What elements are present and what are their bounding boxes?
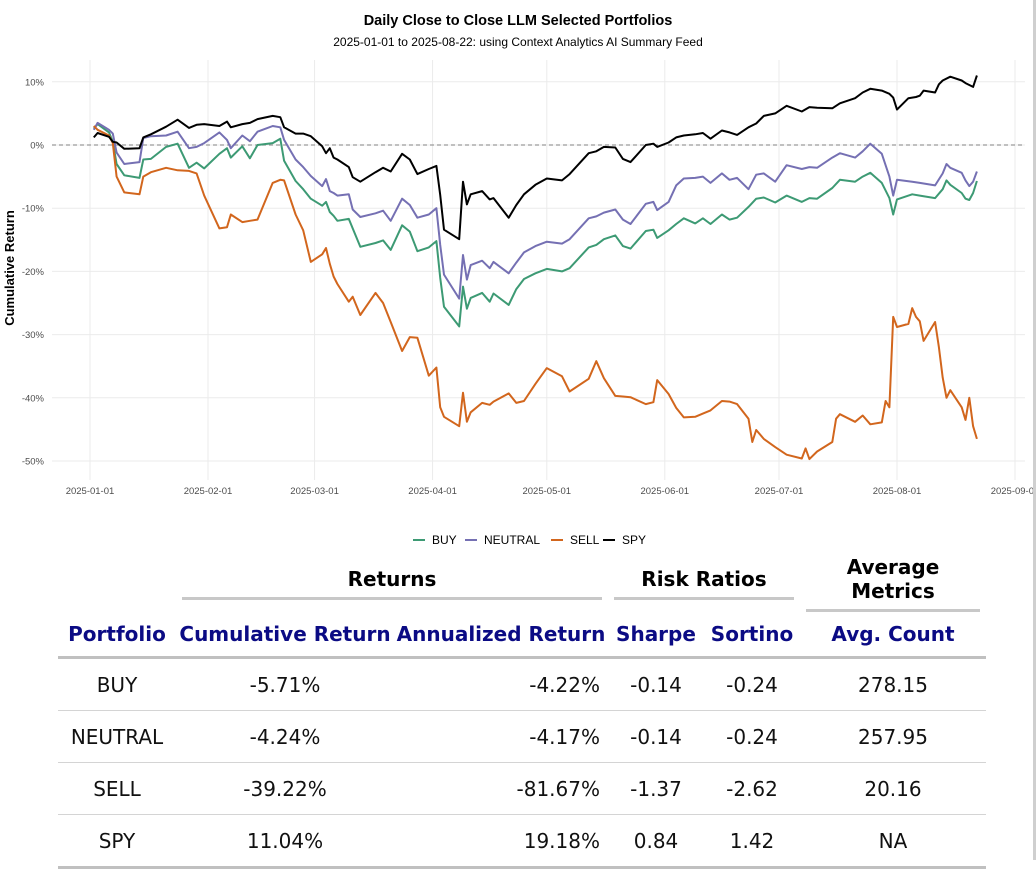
y-tick-label: -40% [22, 393, 45, 404]
series-line-sell [93, 125, 978, 461]
x-tick-label: 2025-09-01 [991, 486, 1033, 497]
y-tick-label: 10% [25, 77, 45, 88]
cell-sortino: -2.62 [704, 762, 800, 815]
y-tick-label: -20% [22, 267, 45, 278]
y-axis-label: Cumulative Return [2, 210, 17, 326]
legend-label: SELL [570, 533, 600, 547]
x-tick-label: 2025-06-01 [640, 486, 689, 497]
spanner-risk-ratios: Risk Ratios [608, 555, 800, 612]
legend-label: SPY [622, 533, 646, 547]
col-header-avg-count: Avg. Count [800, 612, 986, 659]
series-line-neutral [92, 121, 978, 300]
cumulative-return-chart: 10%0%-10%-20%-30%-40%-50% 2025-01-01 2025… [2, 60, 1033, 547]
spanner-returns: Returns [176, 555, 608, 612]
cell-cumulative-return: -5.71% [176, 657, 394, 711]
col-header-sortino: Sortino [704, 612, 800, 659]
spanner-row: Returns Risk Ratios Average Metrics [58, 555, 986, 612]
cell-avg-count: 20.16 [800, 762, 986, 815]
col-header-sharpe: Sharpe [608, 612, 704, 659]
cell-cumulative-return: -39.22% [176, 762, 394, 815]
col-header-portfolio: Portfolio [58, 612, 176, 659]
x-tick-label: 2025-03-01 [290, 486, 339, 497]
x-tick-label: 2025-07-01 [755, 486, 804, 497]
table-row: BUY -5.71% -4.22% -0.14 -0.24 278.15 [58, 657, 986, 711]
x-tick-label: 2025-02-01 [184, 486, 233, 497]
page-right-border [1033, 0, 1036, 860]
x-tick-label: 2025-04-01 [408, 486, 457, 497]
portfolio-metrics-table: Returns Risk Ratios Average Metrics Port… [58, 555, 986, 869]
y-tick-labels: 10% 0% -10% -20% -30% -40% -50% [22, 77, 45, 467]
legend: BUY NEUTRAL SELL SPY [413, 533, 646, 547]
col-header-cumulative-return: Cumulative Return [176, 612, 394, 659]
cell-sortino: -0.24 [704, 657, 800, 711]
spanner-returns-label: Returns [182, 567, 602, 600]
col-header-annualized-return: Annualized Return [394, 612, 608, 659]
cell-annualized-return: -4.17% [394, 710, 608, 763]
spanner-average-metrics-label: Average Metrics [806, 555, 980, 612]
x-tick-label: 2025-01-01 [66, 486, 115, 497]
chart-title: Daily Close to Close LLM Selected Portfo… [363, 13, 673, 29]
cell-portfolio: NEUTRAL [58, 710, 176, 763]
table-row: SELL -39.22% -81.67% -1.37 -2.62 20.16 [58, 762, 986, 815]
column-header-row: Portfolio Cumulative Return Annualized R… [58, 612, 986, 659]
cell-cumulative-return: -4.24% [176, 710, 394, 763]
cell-annualized-return: -81.67% [394, 762, 608, 815]
chart-subtitle: 2025-01-01 to 2025-08-22: using Context … [333, 35, 703, 49]
cell-portfolio: BUY [58, 657, 176, 711]
x-tick-label: 2025-08-01 [873, 486, 922, 497]
y-tick-label: 0% [30, 141, 44, 152]
spanner-empty [58, 555, 176, 612]
grid-layer [52, 60, 1025, 480]
legend-item-sell: SELL [551, 533, 600, 547]
series-line-buy [93, 123, 978, 328]
portfolio-metrics-table-wrap: Returns Risk Ratios Average Metrics Port… [58, 555, 986, 869]
legend-item-spy: SPY [603, 533, 646, 547]
x-tick-label: 2025-05-01 [522, 486, 571, 497]
cell-avg-count: 257.95 [800, 710, 986, 763]
legend-item-buy: BUY [413, 533, 457, 547]
table-row: NEUTRAL -4.24% -4.17% -0.14 -0.24 257.95 [58, 710, 986, 763]
legend-label: NEUTRAL [484, 533, 540, 547]
cell-sharpe: -0.14 [608, 710, 704, 763]
spanner-risk-ratios-label: Risk Ratios [614, 567, 794, 600]
spanner-average-metrics: Average Metrics [800, 555, 986, 612]
cell-portfolio: SELL [58, 762, 176, 815]
cell-annualized-return: -4.22% [394, 657, 608, 711]
y-tick-label: -50% [22, 457, 45, 468]
cell-sharpe: -1.37 [608, 762, 704, 815]
cell-avg-count: 278.15 [800, 657, 986, 711]
cell-sortino: -0.24 [704, 710, 800, 763]
legend-item-neutral: NEUTRAL [465, 533, 540, 547]
cell-sharpe: -0.14 [608, 657, 704, 711]
series-line-spy [93, 75, 978, 241]
y-tick-label: -10% [22, 204, 45, 215]
legend-label: BUY [432, 533, 457, 547]
series-layer [92, 75, 978, 461]
x-tick-labels: 2025-01-01 2025-02-01 2025-03-01 2025-04-01… [66, 486, 1033, 497]
y-tick-label: -30% [22, 330, 45, 341]
